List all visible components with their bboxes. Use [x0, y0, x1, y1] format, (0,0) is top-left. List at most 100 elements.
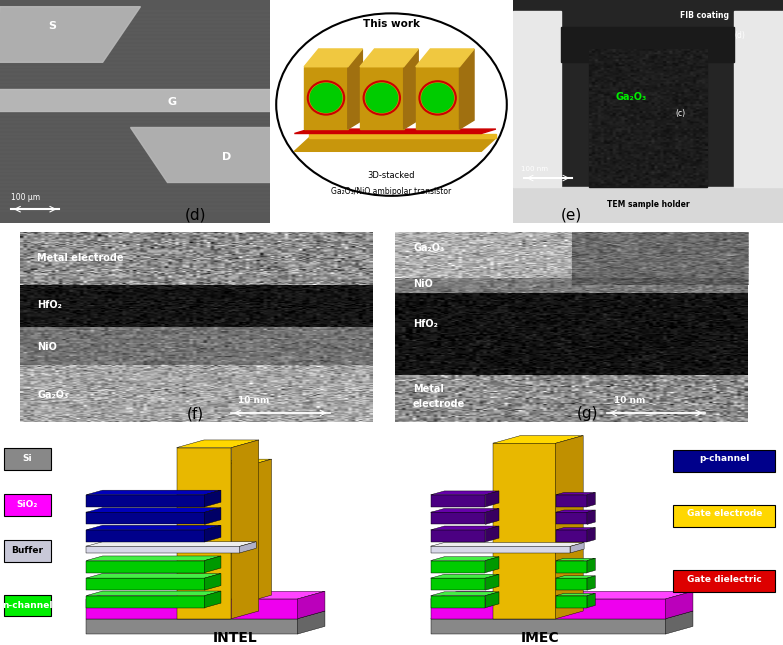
Polygon shape [86, 591, 221, 596]
Polygon shape [485, 557, 499, 573]
Bar [673, 450, 775, 471]
Text: (e): (e) [561, 208, 583, 223]
Polygon shape [589, 49, 707, 187]
Polygon shape [431, 599, 666, 619]
Text: HfO₂: HfO₂ [38, 301, 62, 310]
Circle shape [422, 83, 453, 112]
Polygon shape [666, 611, 693, 634]
Text: Si: Si [23, 454, 32, 463]
Polygon shape [431, 611, 693, 619]
Polygon shape [86, 578, 204, 590]
Text: p-channel: p-channel [699, 454, 749, 463]
Polygon shape [587, 493, 595, 507]
Polygon shape [240, 542, 256, 553]
Polygon shape [460, 49, 474, 129]
Polygon shape [513, 187, 783, 223]
Bar [4, 540, 51, 562]
Text: n-channel: n-channel [2, 601, 52, 610]
Polygon shape [431, 542, 584, 546]
Polygon shape [304, 49, 363, 66]
Text: S: S [49, 21, 56, 31]
Polygon shape [86, 573, 221, 578]
Text: 10 nm: 10 nm [238, 397, 269, 406]
Polygon shape [493, 435, 583, 443]
Text: Ga₂O₃: Ga₂O₃ [38, 390, 68, 400]
Text: (f): (f) [187, 406, 204, 421]
Polygon shape [416, 49, 474, 66]
Polygon shape [294, 138, 496, 152]
Polygon shape [416, 66, 460, 129]
Text: HfO₂: HfO₂ [413, 319, 438, 330]
Polygon shape [86, 490, 221, 495]
Text: (d): (d) [185, 208, 207, 223]
Polygon shape [86, 611, 325, 619]
Polygon shape [556, 512, 587, 524]
Text: INTEL: INTEL [212, 631, 258, 645]
Text: NiO: NiO [413, 279, 433, 290]
Polygon shape [86, 556, 221, 561]
Polygon shape [431, 491, 499, 495]
Polygon shape [431, 557, 499, 561]
Polygon shape [86, 596, 204, 608]
Polygon shape [431, 512, 485, 524]
Polygon shape [86, 591, 325, 599]
Polygon shape [587, 593, 595, 608]
Polygon shape [360, 66, 404, 129]
Polygon shape [431, 574, 499, 578]
Polygon shape [587, 576, 595, 590]
Polygon shape [556, 530, 587, 542]
Circle shape [366, 83, 398, 112]
Polygon shape [0, 89, 276, 112]
Polygon shape [587, 510, 595, 524]
Text: D: D [222, 152, 231, 163]
Circle shape [310, 83, 341, 112]
Text: Metal electrode: Metal electrode [38, 253, 124, 263]
Polygon shape [294, 129, 496, 134]
Polygon shape [431, 546, 570, 553]
Polygon shape [431, 530, 485, 542]
Ellipse shape [276, 14, 507, 196]
Polygon shape [556, 561, 587, 573]
Text: IMEC: IMEC [521, 631, 560, 645]
Text: This work: This work [363, 19, 420, 30]
Bar [4, 493, 51, 515]
Text: Gate electrode: Gate electrode [687, 509, 762, 518]
Polygon shape [513, 0, 783, 187]
Polygon shape [431, 508, 499, 512]
Polygon shape [86, 619, 298, 634]
Text: (g): (g) [576, 406, 598, 421]
Text: 100 μm: 100 μm [11, 194, 40, 203]
Polygon shape [431, 495, 485, 507]
Polygon shape [734, 11, 783, 187]
Polygon shape [360, 49, 418, 66]
Bar [673, 504, 775, 526]
Polygon shape [485, 491, 499, 507]
Text: Ga₂O₃: Ga₂O₃ [413, 243, 444, 253]
Polygon shape [222, 459, 272, 463]
Polygon shape [86, 561, 204, 573]
Polygon shape [86, 508, 221, 512]
Polygon shape [130, 127, 276, 183]
Text: electrode: electrode [413, 399, 465, 410]
Text: Ga₂O₃: Ga₂O₃ [615, 92, 647, 102]
Polygon shape [86, 546, 240, 553]
Polygon shape [204, 591, 221, 608]
Text: Gate dielectric: Gate dielectric [687, 575, 762, 584]
Bar [673, 570, 775, 592]
Polygon shape [431, 561, 485, 573]
Text: 3D-stacked: 3D-stacked [368, 171, 415, 180]
Polygon shape [298, 611, 325, 634]
Polygon shape [493, 443, 556, 619]
Polygon shape [204, 508, 221, 524]
Polygon shape [232, 440, 258, 619]
Text: 10 nm: 10 nm [614, 397, 645, 406]
Polygon shape [204, 573, 221, 590]
Polygon shape [86, 530, 204, 542]
Polygon shape [222, 463, 258, 599]
Polygon shape [298, 591, 325, 619]
Polygon shape [556, 510, 595, 512]
Polygon shape [431, 619, 666, 634]
Polygon shape [666, 591, 693, 619]
Polygon shape [556, 495, 587, 507]
Polygon shape [556, 576, 595, 578]
